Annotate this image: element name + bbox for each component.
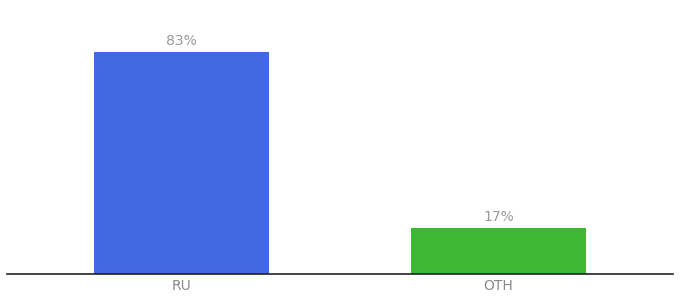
- Text: 17%: 17%: [483, 210, 514, 224]
- Bar: [94, 52, 269, 274]
- Text: 83%: 83%: [166, 34, 197, 48]
- Bar: [411, 228, 586, 274]
